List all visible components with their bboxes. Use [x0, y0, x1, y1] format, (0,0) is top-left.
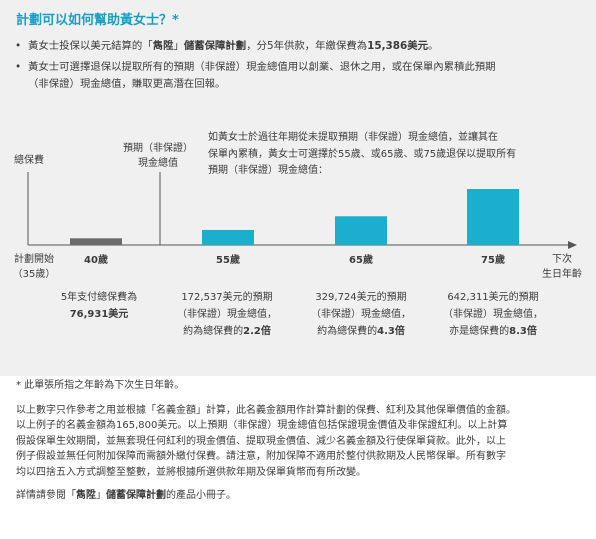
caption-line: （非保證）現金總值，: [311, 309, 411, 320]
annotation-line: 保單內累積，黃女士可選擇於55歲、或65歲、或75歲退保以提取所有: [208, 148, 517, 160]
x-axis-label: 下次 生日年齡: [536, 252, 588, 282]
bar-75歲: [467, 189, 519, 245]
bullet-dot-icon: •: [15, 61, 22, 73]
reference-text: 」: [96, 490, 106, 501]
plan-name: 儲蓄保障計劃: [183, 40, 247, 52]
disclaimer-paragraph: 以上數字只作參考之用並根據「名義金額」計算，此名義金額用作計算計劃的保費、紅利及…: [16, 403, 584, 481]
bullet-text: ，分5年供款，年繳保費為: [246, 40, 368, 52]
y-axis-label-premium: 總保費: [14, 155, 44, 166]
brochure-reference: 詳情請參閱「雋陞」儲蓄保障計劃的產品小冊子。: [16, 488, 584, 504]
label-line: （35歲）: [12, 269, 56, 280]
caption-line: 642,311美元的預期: [447, 292, 539, 303]
bullet-item: • 黃女士投保以美元結算的「雋陞」儲蓄保障計劃，分5年供款，年繳保費為15,38…: [12, 38, 582, 55]
caption-55: 172,537美元的預期 （非保證）現金總值， 約為總保費的2.2倍: [168, 289, 286, 340]
bullet-text: 黃女士可選擇退保以提取所有的預期（非保證）現金總值用以創業、退休之用，或在保單內…: [28, 61, 496, 73]
bullet-text: 」: [173, 40, 184, 52]
plan-brand: 雋陞: [76, 490, 96, 501]
disclaimer-line: 假設保單生效期間，並無套現任何紅利的現金價值、提取現金價值、減少名義金額及行使保…: [16, 435, 506, 447]
tick-label-40歲: 40歲: [84, 253, 108, 266]
caption-line: 172,537美元的預期: [181, 292, 273, 303]
caption-line: 約為總保費的: [317, 326, 378, 337]
page-title: 計劃可以如何幫助黃女士？*: [16, 13, 179, 28]
footnotes: * 此單張所指之年齡為下次生日年齡。 以上數字只作參考之用並根據「名義金額」計算…: [16, 378, 584, 504]
bullet-text: 。: [428, 40, 439, 52]
caption-65: 329,724美元的預期 （非保證）現金總值， 約為總保費的4.3倍: [302, 289, 420, 340]
illustration-panel: [0, 0, 596, 376]
disclaimer-line: 例子假設並無任何附加保障而需額外繳付保費。請注意，附加保障不適用於整付供款期及人…: [16, 451, 506, 462]
caption-multiple: 4.3倍: [377, 326, 405, 337]
origin-label: 計劃開始 （35歲）: [8, 252, 60, 282]
plan-brand: 雋陞: [152, 40, 174, 52]
caption-40: 5年支付總保費為 76,931美元: [44, 289, 154, 323]
label-line: 生日年齡: [542, 269, 582, 280]
reference-text: 的產品小冊子。: [166, 490, 236, 501]
disclaimer-line: 以上例子的名義金額為165,800美元。以上預期（非保證）現金總值包括保證現金價…: [16, 420, 508, 431]
annual-premium: 15,386美元: [367, 40, 429, 52]
tick-label-75歲: 75歲: [481, 253, 505, 266]
reference-text: 詳情請參閱「: [16, 490, 76, 501]
bar-65歲: [335, 216, 387, 245]
caption-value: 76,931美元: [69, 309, 129, 320]
caption-multiple: 2.2倍: [243, 326, 271, 337]
label-line: 計劃開始: [14, 254, 54, 265]
caption-75: 642,311美元的預期 （非保證）現金總值， 亦是總保費的8.3倍: [434, 289, 552, 340]
tick-label-55歲: 55歲: [216, 253, 240, 266]
disclaimer-line: 均以四捨五入方式調整至整數，並將根據所選供款年期及保單貨幣而有所改變。: [16, 466, 366, 478]
label-line: 現金總值: [138, 158, 178, 169]
bullet-item: • 黃女士可選擇退保以提取所有的預期（非保證）現金總值用以創業、退休之用，或在保…: [12, 59, 582, 93]
tick-label-65歲: 65歲: [349, 253, 373, 266]
caption-multiple: 8.3倍: [509, 326, 537, 337]
plan-name: 儲蓄保障計劃: [106, 490, 166, 501]
caption-line: 亦是總保費的: [449, 326, 510, 337]
bar-chart: 40歲 55歲 65歲 75歲: [27, 172, 577, 266]
bar-40歲: [70, 238, 122, 245]
bullet-text: 黃女士投保以美元結算的「: [28, 40, 153, 52]
caption-line: 5年支付總保費為: [60, 292, 138, 303]
bar-55歲: [202, 229, 254, 245]
y-axis-label-cash-value: 預期（非保證） 現金總值: [122, 141, 194, 171]
bullet-text: （非保證）現金總值，賺取更高潛在回報。: [28, 78, 226, 90]
bullet-list: • 黃女士投保以美元結算的「雋陞」儲蓄保障計劃，分5年供款，年繳保費為15,38…: [12, 38, 582, 93]
caption-line: （非保證）現金總值，: [443, 309, 543, 320]
annotation-line: 預期（非保證）現金總值：: [208, 165, 328, 176]
bullet-dot-icon: •: [15, 40, 22, 52]
caption-line: （非保證）現金總值，: [177, 309, 277, 320]
label-line: 下次: [552, 254, 572, 265]
chart-annotation: 如黃女士於過往年期從未提取預期（非保證）現金總值，並讓其在 保單內累積，黃女士可…: [208, 130, 516, 180]
age-footnote: * 此單張所指之年齡為下次生日年齡。: [16, 380, 185, 391]
caption-line: 約為總保費的: [183, 326, 244, 337]
disclaimer-line: 以上數字只作參考之用並根據「名義金額」計算，此名義金額用作計算計劃的保費、紅利及…: [16, 404, 516, 416]
annotation-line: 如黃女士於過往年期從未提取預期（非保證）現金總值，並讓其在: [208, 132, 498, 143]
label-line: 預期（非保證）: [123, 143, 193, 154]
axis-arrow-icon: [568, 241, 577, 249]
caption-line: 329,724美元的預期: [315, 292, 407, 303]
